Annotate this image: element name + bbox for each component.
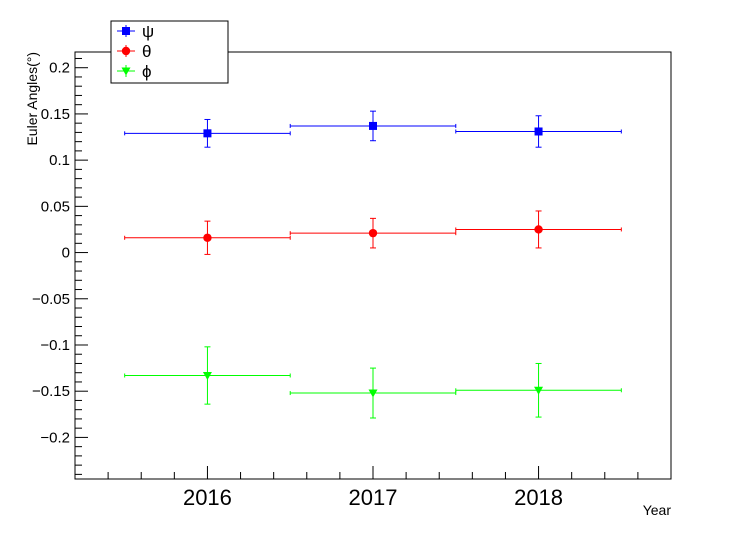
y-tick-label: 0.1 <box>49 152 70 169</box>
legend: ψθϕ <box>110 20 229 84</box>
data-point <box>202 371 212 380</box>
legend-marker <box>122 27 130 35</box>
data-point <box>369 121 377 130</box>
series-triangle-down <box>124 346 622 419</box>
y-tick-label: 0.2 <box>49 60 70 77</box>
data-point <box>203 129 212 138</box>
y-axis-label: Euler Angles(°) <box>24 52 40 146</box>
legend-label: θ <box>142 42 151 61</box>
data-point <box>534 127 543 136</box>
series-layer <box>124 110 622 419</box>
x-axis-label: Year <box>643 502 672 518</box>
legend-entry: ψ <box>117 22 154 41</box>
legend-marker <box>121 46 131 56</box>
y-tick-label: 0.15 <box>41 106 70 123</box>
data-point <box>534 386 544 395</box>
y-tick-label: 0 <box>62 245 70 262</box>
data-point <box>203 233 212 242</box>
x-tick-label: 2018 <box>514 485 563 510</box>
y-axis: −0.2 −0.15 −0.1 −0.05 0 0.05 0.1 0.15 0.2 <box>32 57 88 475</box>
y-tick-label: −0.2 <box>40 429 70 446</box>
legend-entry: ϕ <box>117 62 152 81</box>
y-tick-label: −0.05 <box>32 291 70 308</box>
x-tick-label: 2017 <box>349 485 398 510</box>
legend-entry: θ <box>117 42 151 61</box>
series-circle <box>124 210 622 255</box>
x-axis: 2016 2017 2018 <box>74 466 672 510</box>
data-point <box>368 389 378 398</box>
legend-label: ϕ <box>142 62 152 81</box>
legend-marker <box>121 67 131 76</box>
legend-label: ψ <box>142 22 154 41</box>
data-point <box>368 228 378 238</box>
data-point <box>534 225 543 234</box>
x-tick-label: 2016 <box>183 485 232 510</box>
y-tick-label: −0.15 <box>32 383 70 400</box>
y-tick-label: −0.1 <box>40 337 70 354</box>
y-tick-label: 0.05 <box>41 198 70 215</box>
series-square <box>124 110 622 148</box>
